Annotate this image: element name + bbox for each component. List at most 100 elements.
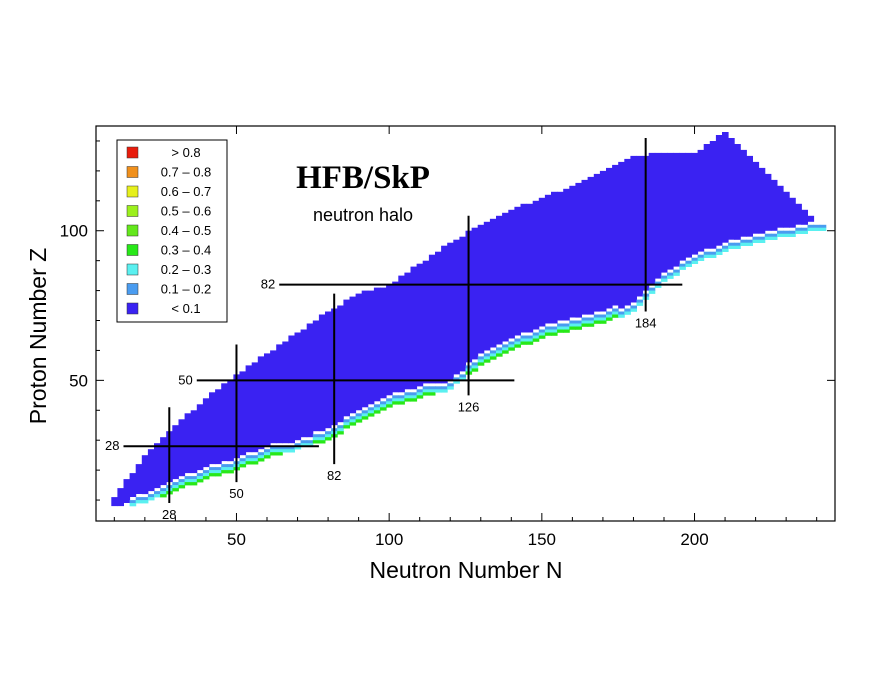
nuclide-column <box>715 135 723 246</box>
halo-cell <box>544 332 552 336</box>
halo-cell <box>593 317 601 321</box>
nuclide-column <box>581 179 589 315</box>
halo-cell <box>514 344 521 348</box>
nuclide-column <box>178 419 186 477</box>
halo-cell <box>654 281 662 285</box>
neutron-magic-label: 184 <box>635 316 657 331</box>
halo-cell <box>239 461 247 465</box>
halo-cell <box>300 443 308 447</box>
axis-ticks: 50 100 150 200 50 100 <box>60 126 835 549</box>
nuclide-column <box>221 383 228 462</box>
halo-cell <box>459 374 466 378</box>
nuclide-column <box>697 149 705 252</box>
halo-cell <box>282 449 289 453</box>
halo-cell <box>813 224 821 229</box>
halo-cell <box>587 317 595 321</box>
x-tick-label: 50 <box>227 530 246 549</box>
x-tick-label: 200 <box>680 530 708 549</box>
halo-cell <box>606 314 613 318</box>
halo-cell <box>483 359 491 363</box>
nuclide-column <box>270 350 277 444</box>
halo-cell <box>245 458 253 462</box>
halo-cell <box>312 440 320 444</box>
halo-cell <box>813 227 821 231</box>
halo-cell <box>746 239 753 243</box>
halo-cell <box>373 404 381 408</box>
halo-cell <box>380 401 387 405</box>
halo-cell <box>734 242 741 246</box>
nuclide-column <box>673 152 680 267</box>
nuclide-column <box>679 152 686 261</box>
nuclide-column <box>563 188 570 321</box>
nuclide-column <box>380 287 387 399</box>
legend-label: > 0.8 <box>171 145 200 160</box>
halo-cell <box>202 476 210 480</box>
halo-cell <box>257 458 265 462</box>
nuclide-column <box>483 221 491 351</box>
halo-cell <box>398 398 405 402</box>
halo-cell <box>630 308 637 312</box>
nuclide-column <box>135 464 143 494</box>
halo-cell <box>435 389 442 393</box>
nuclide-column <box>569 185 576 318</box>
halo-cell <box>563 323 570 327</box>
halo-cell <box>777 230 784 234</box>
halo-cell <box>709 251 717 255</box>
nuclide-column <box>667 152 674 270</box>
nuclide-column <box>471 227 479 360</box>
halo-cell <box>410 392 418 396</box>
halo-cell <box>428 392 436 396</box>
halo-cell <box>215 467 222 471</box>
halo-cell <box>667 272 674 276</box>
neutron-magic-label: 28 <box>162 507 176 522</box>
nuclide-column <box>520 203 528 333</box>
nuclide-column <box>807 215 815 222</box>
nuclide-column <box>257 356 265 450</box>
halo-cell <box>471 362 479 366</box>
halo-cell <box>276 452 283 456</box>
halo-cell <box>544 326 552 330</box>
halo-cell <box>471 365 479 369</box>
nuclide-column <box>453 239 460 375</box>
halo-cell <box>172 485 179 489</box>
halo-cell <box>612 314 619 318</box>
halo-cell <box>801 227 808 231</box>
halo-cell <box>227 464 234 468</box>
nuclide-column <box>612 164 619 306</box>
halo-cell <box>209 470 216 474</box>
halo-cell <box>404 395 411 399</box>
halo-cell <box>190 479 198 483</box>
nuclide-column <box>777 185 784 228</box>
nuclide-column <box>593 173 601 312</box>
proton-magic-label: 50 <box>178 372 192 387</box>
nuclide-column <box>312 320 320 432</box>
halo-cell <box>569 326 576 330</box>
halo-cell <box>740 242 747 246</box>
nuclide-column <box>288 335 295 444</box>
halo-cell <box>624 311 631 315</box>
halo-cell <box>325 431 332 435</box>
halo-cell <box>502 344 509 348</box>
nuclide-column <box>508 209 515 339</box>
halo-cell <box>795 227 802 231</box>
legend-label: 0.2 – 0.3 <box>161 262 212 277</box>
halo-cell <box>581 317 589 321</box>
halo-cell <box>257 455 265 459</box>
halo-cell <box>306 443 314 447</box>
halo-cell <box>318 437 326 441</box>
halo-cell <box>343 422 350 426</box>
proton-magic-label: 82 <box>261 277 275 292</box>
halo-cell <box>441 389 448 393</box>
halo-cell <box>544 329 552 333</box>
legend-swatch <box>126 205 139 217</box>
halo-cell <box>569 320 576 324</box>
halo-cell <box>270 449 277 453</box>
halo-cell <box>801 230 808 234</box>
nuclide-column <box>489 218 497 348</box>
halo-cell <box>202 470 210 474</box>
halo-cell <box>447 386 454 390</box>
halo-cell <box>722 245 729 249</box>
legend-swatch <box>126 146 139 159</box>
nuclide-column <box>227 380 234 462</box>
